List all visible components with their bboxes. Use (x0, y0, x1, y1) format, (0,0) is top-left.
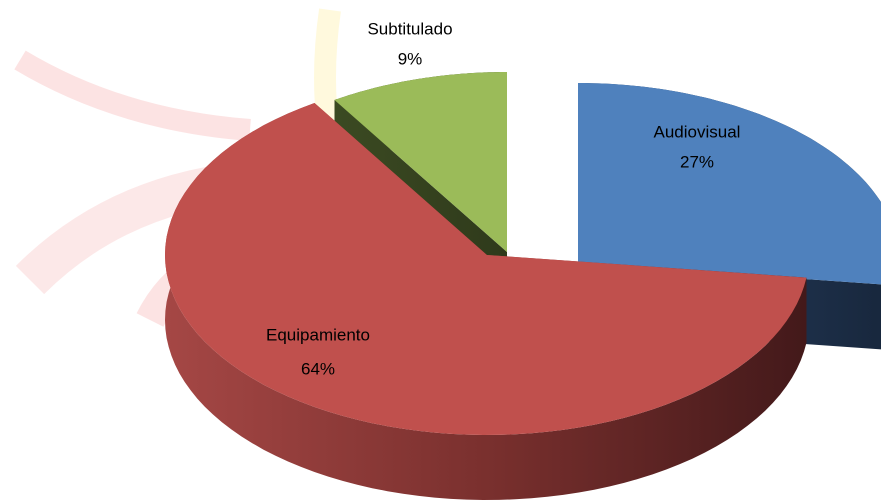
value-label: 27% (680, 152, 714, 171)
value-label: 9% (398, 49, 423, 68)
value-label: 64% (301, 359, 335, 378)
slice-label: Audiovisual (654, 122, 741, 141)
slice-label: Equipamiento (266, 325, 370, 344)
slice (165, 103, 807, 500)
slice-label: Subtitulado (367, 19, 452, 38)
slice (578, 83, 881, 285)
slice (334, 72, 507, 252)
slice (165, 103, 807, 435)
